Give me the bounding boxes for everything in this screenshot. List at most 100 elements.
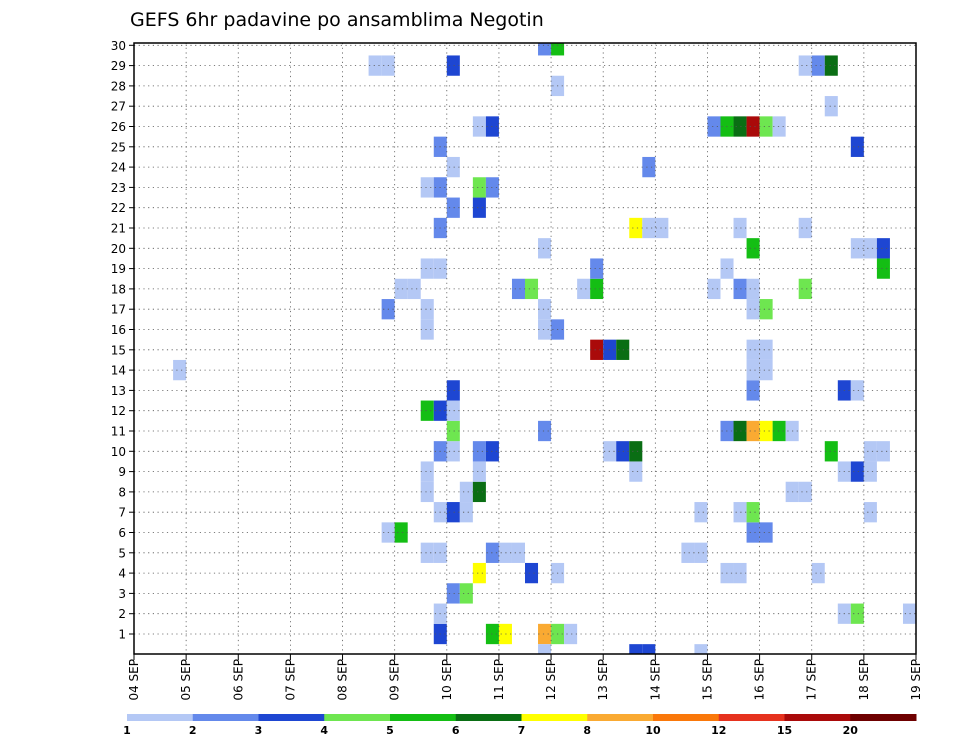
heatmap-cell bbox=[629, 644, 643, 654]
heatmap-cell bbox=[850, 461, 864, 482]
heatmap-cell bbox=[746, 522, 760, 543]
y-tick-label: 2 bbox=[118, 607, 126, 621]
heatmap-cell bbox=[733, 116, 747, 137]
x-tick-label: 09 SEP bbox=[388, 659, 402, 701]
heatmap-cell bbox=[538, 644, 552, 654]
heatmap-cell bbox=[759, 339, 773, 360]
heatmap-cell bbox=[902, 603, 916, 624]
colorbar-segment bbox=[718, 714, 785, 721]
y-axis: 1234567891011121314151617181920212223242… bbox=[111, 39, 134, 642]
heatmap-cell bbox=[564, 623, 578, 645]
heatmap-cell bbox=[798, 481, 812, 503]
y-tick-label: 24 bbox=[111, 161, 126, 175]
colorbar-segment bbox=[521, 714, 588, 721]
x-tick-label: 11 SEP bbox=[492, 659, 506, 701]
heatmap-cell bbox=[446, 583, 460, 604]
colorbar-segment bbox=[127, 714, 194, 721]
heatmap-cell bbox=[759, 299, 773, 320]
y-tick-label: 6 bbox=[118, 526, 126, 540]
heatmap-cell bbox=[876, 441, 890, 462]
y-tick-label: 7 bbox=[118, 506, 126, 520]
heatmap-cell bbox=[707, 116, 721, 137]
colorbar-legend: 1 2 3 4 5 6 7 8 10 12 15 20 bbox=[123, 714, 917, 737]
y-tick-label: 25 bbox=[111, 140, 126, 154]
heatmap-cell bbox=[746, 278, 760, 300]
heatmap-cell bbox=[733, 562, 747, 584]
y-tick-label: 1 bbox=[118, 628, 126, 642]
heatmap-cell bbox=[538, 319, 552, 340]
colorbar-segment bbox=[653, 714, 720, 721]
heatmap-cell bbox=[394, 522, 408, 543]
y-tick-label: 27 bbox=[111, 100, 126, 114]
heatmap-cell bbox=[485, 441, 499, 462]
plot-frame bbox=[133, 42, 917, 655]
heatmap-cell bbox=[707, 278, 721, 300]
colorbar-segment bbox=[784, 714, 851, 721]
colorbar-label: 3 bbox=[255, 724, 263, 737]
heatmap-cell bbox=[538, 623, 552, 645]
colorbar-segment bbox=[192, 714, 259, 721]
heatmap-cell bbox=[394, 278, 408, 300]
heatmap-cell bbox=[472, 441, 486, 462]
heatmap-cell bbox=[459, 481, 473, 503]
heatmap-cell bbox=[759, 359, 773, 381]
x-tick-label: 18 SEP bbox=[857, 659, 871, 701]
heatmap-cell bbox=[759, 522, 773, 543]
heatmap-cell bbox=[746, 380, 760, 401]
heatmap-cell bbox=[420, 542, 434, 563]
heatmap-cell bbox=[551, 43, 565, 56]
colorbar-segment bbox=[455, 714, 522, 721]
colorbar-label: 7 bbox=[518, 724, 526, 737]
heatmap-cell bbox=[733, 278, 747, 300]
colorbar-segment bbox=[587, 714, 654, 721]
heatmap-cell bbox=[485, 116, 499, 137]
heatmap-cell bbox=[590, 258, 604, 279]
heatmap-cell bbox=[420, 400, 434, 421]
heatmap-cell bbox=[472, 481, 486, 503]
heatmap-cell bbox=[863, 502, 877, 523]
heatmap-cell bbox=[681, 542, 695, 563]
heatmap-cell bbox=[525, 278, 539, 300]
heatmap-cell bbox=[746, 299, 760, 320]
heatmap-cell bbox=[511, 278, 525, 300]
heatmap-cell bbox=[420, 258, 434, 279]
heatmap-cell bbox=[733, 217, 747, 239]
colorbar-label: 8 bbox=[583, 724, 591, 737]
heatmap-cell bbox=[420, 299, 434, 320]
x-axis: 04 SEP 05 SEP 06 SEP 07 SEP 08 SEP 09 SEP 10 S… bbox=[127, 654, 923, 701]
x-tick-label: 10 SEP bbox=[440, 659, 454, 701]
colorbar-segment bbox=[850, 714, 917, 721]
y-tick-label: 30 bbox=[111, 39, 126, 53]
y-tick-label: 14 bbox=[111, 364, 126, 378]
heatmap-cell bbox=[590, 278, 604, 300]
heatmap-cell bbox=[446, 420, 460, 442]
y-tick-label: 26 bbox=[111, 120, 126, 134]
heatmap-cell bbox=[525, 562, 539, 584]
y-tick-label: 4 bbox=[118, 567, 126, 581]
y-tick-label: 9 bbox=[118, 465, 126, 479]
heatmap-cell bbox=[472, 461, 486, 482]
x-tick-label: 19 SEP bbox=[909, 659, 923, 701]
colorbar-label: 20 bbox=[843, 724, 859, 737]
x-tick-label: 05 SEP bbox=[179, 659, 193, 701]
y-tick-label: 22 bbox=[111, 201, 126, 215]
heatmap-cell bbox=[772, 116, 786, 137]
heatmap-cell bbox=[446, 197, 460, 218]
y-tick-label: 18 bbox=[111, 282, 126, 296]
heatmap-cell bbox=[472, 197, 486, 218]
y-tick-label: 8 bbox=[118, 485, 126, 499]
heatmap-cell bbox=[368, 55, 382, 76]
heatmap-cell bbox=[772, 420, 786, 442]
y-tick-label: 11 bbox=[111, 425, 126, 439]
x-tick-label: 15 SEP bbox=[700, 659, 714, 701]
colorbar-label: 15 bbox=[777, 724, 792, 737]
heatmap-cell bbox=[850, 380, 864, 401]
heatmap-cell bbox=[485, 542, 499, 563]
heatmap-cell bbox=[824, 441, 838, 462]
heatmap-cell bbox=[446, 400, 460, 421]
heatmap-cell bbox=[420, 481, 434, 503]
heatmap-cell bbox=[746, 502, 760, 523]
heatmap-cell bbox=[616, 441, 630, 462]
heatmap-cell bbox=[420, 319, 434, 340]
heatmap-cell bbox=[538, 420, 552, 442]
